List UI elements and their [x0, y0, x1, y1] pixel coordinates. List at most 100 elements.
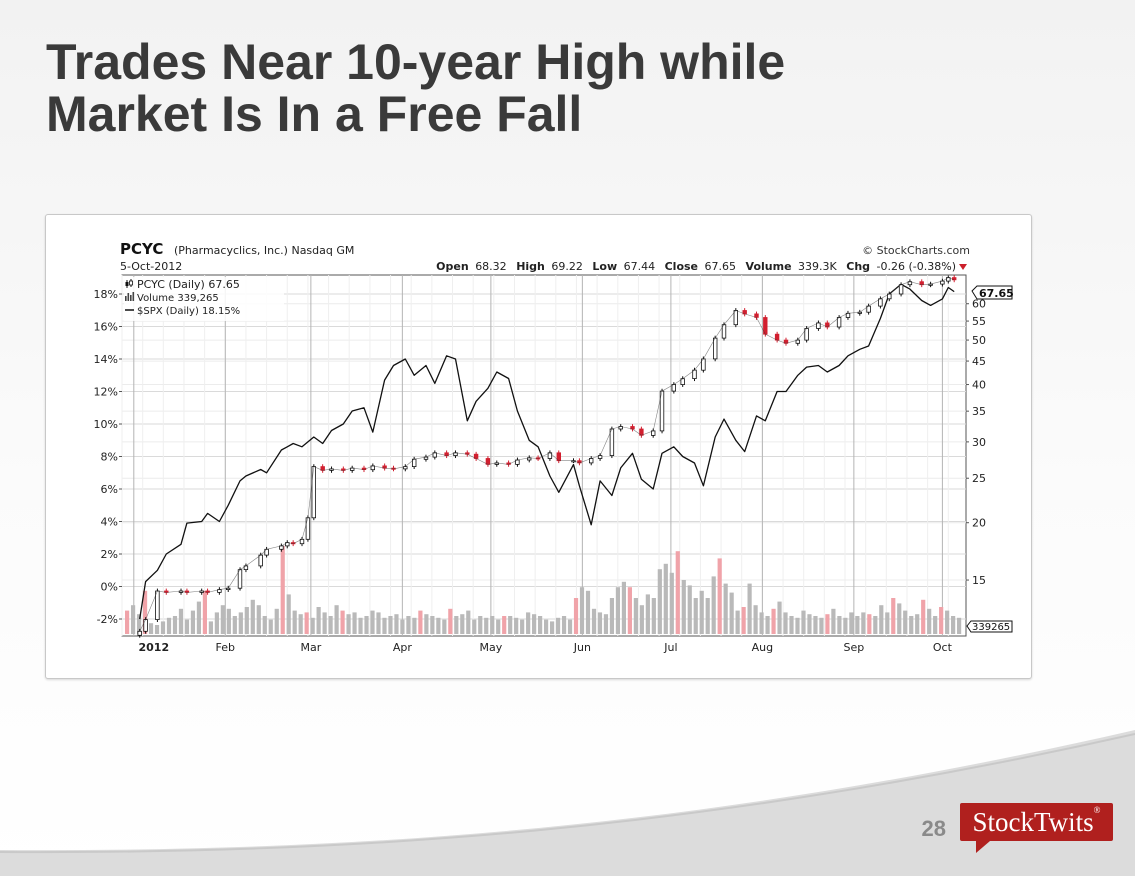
right-axis-tick-label: 30 [972, 436, 986, 449]
right-axis-tick-label: 15 [972, 574, 986, 587]
volume-bar [244, 607, 249, 634]
logo-text: StockTwits [972, 807, 1094, 837]
volume-bar [621, 581, 626, 634]
volume-bar [166, 617, 172, 634]
left-axis-tick-label: 4% [101, 516, 118, 529]
volume-bar [945, 610, 950, 634]
volume-bar [555, 617, 561, 634]
volume-bar [567, 619, 573, 634]
volume-bar [645, 594, 650, 634]
volume-bar [897, 603, 902, 634]
volume-bar [885, 612, 890, 634]
volume-bar [771, 608, 776, 634]
x-axis: 2012 Feb Mar Apr May Jun Jul Aug Sep Oct [138, 641, 952, 654]
right-axis-tick-label: 20 [972, 517, 986, 530]
volume-bar [406, 616, 411, 634]
volume-bar [526, 612, 531, 634]
volume-bars [125, 545, 962, 634]
quote-chg-label: Chg [846, 260, 870, 273]
volume-bar [669, 572, 674, 634]
volume-bar [585, 590, 591, 634]
volume-bar [154, 625, 160, 634]
volume-bar [226, 608, 231, 634]
quote-close-label: Close [665, 260, 698, 273]
volume-bar [370, 610, 375, 634]
volume-bar [208, 621, 213, 634]
volume-bar [136, 614, 142, 634]
volume-bar [394, 614, 399, 634]
volume-bar [741, 607, 746, 634]
quote-low-label: Low [592, 260, 617, 273]
volume-bar [957, 617, 962, 634]
legend-spx: $SPX (Daily) 18.15% [137, 306, 240, 317]
volume-bar [861, 612, 866, 634]
volume-bar [316, 607, 321, 634]
volume-bar [927, 608, 932, 634]
volume-bar [268, 619, 273, 634]
volume-bar [951, 616, 956, 634]
volume-bar [334, 605, 339, 634]
chart-source: © StockCharts.com [862, 244, 970, 257]
volume-bar [412, 617, 417, 634]
volume-bar [609, 598, 615, 634]
left-axis-tick-label: 16% [94, 321, 118, 334]
volume-bar [142, 590, 148, 634]
volume-bar [442, 619, 447, 634]
quote-open-value: 68.32 [475, 260, 507, 273]
volume-bar [873, 616, 878, 634]
volume-bar [346, 614, 351, 634]
volume-bar [532, 614, 537, 634]
volume-bar [729, 592, 734, 634]
volume-bar [849, 612, 854, 634]
volume-legend-icon [125, 292, 135, 301]
page-number: 28 [921, 816, 946, 841]
volume-bar [813, 616, 818, 634]
right-axis: 60 55 50 45 40 35 30 25 20 15 [966, 298, 986, 587]
volume-bar [376, 612, 381, 634]
volume-bar [130, 605, 136, 634]
volume-bar [795, 617, 800, 634]
volume-bar [358, 617, 363, 634]
volume-bar [915, 614, 920, 634]
left-axis: 18% 16% 14% 12% 10% 8% 6% 4% 2% 0% -2% [94, 288, 122, 626]
volume-bar [879, 605, 884, 634]
volume-bar [466, 610, 471, 634]
volume-bar [298, 614, 303, 634]
slide-title-line-2: Market Is In a Free Fall [46, 86, 583, 142]
volume-bar [472, 619, 477, 634]
chart-frame: PCYC (Pharmacyclics, Inc.) Nasdaq GM © S… [45, 214, 1032, 679]
volume-bar [424, 614, 429, 634]
logo-registered-mark: ® [1093, 805, 1101, 815]
last-volume-label: 339265 [972, 622, 1010, 633]
volume-bar [172, 616, 178, 634]
volume-bar [687, 585, 692, 634]
x-axis-tick-label: Feb [216, 641, 235, 654]
volume-bar [717, 558, 722, 634]
volume-bar [460, 614, 465, 634]
volume-bar [789, 616, 794, 634]
volume-bar [400, 619, 405, 634]
grid-lines [121, 275, 966, 636]
right-axis-tick-label: 25 [972, 472, 986, 485]
quote-close-value: 67.65 [705, 260, 737, 273]
volume-bar [382, 617, 387, 634]
volume-bar [238, 612, 243, 634]
volume-bar [125, 610, 130, 634]
volume-bar [478, 616, 483, 634]
volume-bar [801, 610, 806, 634]
last-price-tag: 67.65 [971, 285, 1014, 300]
spx-line-group [139, 283, 955, 620]
x-axis-tick-label: Aug [752, 641, 773, 654]
quote-low-value: 67.44 [624, 260, 656, 273]
left-axis-tick-label: 8% [101, 451, 118, 464]
volume-bar [699, 590, 704, 634]
volume-bar [544, 619, 549, 634]
left-axis-tick-label: 0% [101, 581, 118, 594]
pcyc-candle-up [311, 464, 316, 521]
volume-bar [573, 598, 579, 634]
volume-bar [274, 608, 279, 634]
volume-bar [903, 610, 908, 634]
volume-bar [837, 616, 842, 634]
volume-bar [735, 610, 740, 634]
volume-bar [933, 616, 938, 634]
